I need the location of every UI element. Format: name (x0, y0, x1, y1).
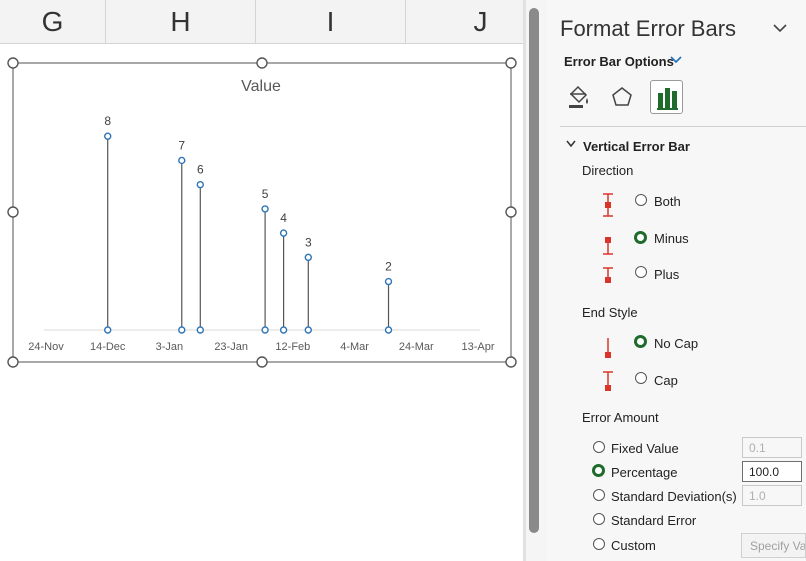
data-label[interactable]: 7 (178, 138, 185, 152)
pane-scrollbar[interactable] (529, 8, 539, 533)
pane-options-chevron-icon[interactable] (772, 20, 788, 38)
direction-plus-icon (603, 267, 613, 283)
end-style-label: End Style (582, 305, 638, 320)
error-bar-options-dropdown[interactable]: Error Bar Options (564, 54, 674, 69)
effects-tab[interactable] (606, 81, 638, 113)
direction-label: Direction (582, 163, 634, 178)
series-options-tab[interactable] (650, 80, 683, 114)
error-amount-label: Error Amount (582, 410, 659, 425)
x-tick-label[interactable]: 23-Jan (214, 341, 248, 353)
custom-radio[interactable] (593, 538, 605, 550)
direction-both-radio[interactable] (635, 194, 647, 206)
resize-handle-bottom-left[interactable] (7, 356, 19, 368)
x-tick-label[interactable]: 24-Nov (28, 341, 64, 353)
data-label[interactable]: 5 (262, 187, 269, 201)
chevron-down-icon[interactable] (670, 53, 682, 67)
data-label[interactable]: 4 (280, 211, 287, 225)
error-bar-end-handle[interactable] (279, 326, 288, 334)
data-point[interactable] (304, 253, 312, 262)
resize-handle-top-left[interactable] (7, 57, 19, 69)
cap-radio[interactable] (635, 372, 647, 384)
collapse-chevron-icon[interactable] (566, 139, 576, 151)
direction-plus-radio[interactable] (635, 266, 647, 278)
fill-line-tab[interactable] (563, 81, 595, 113)
percentage-label[interactable]: Percentage (611, 465, 678, 480)
x-tick-label[interactable]: 24-Mar (399, 341, 434, 353)
fixed-value-input[interactable]: 0.1 (742, 437, 802, 458)
x-tick-labels: 24-Nov 14-Dec 3-Jan 23-Jan 12-Feb 4-Mar 24-Mar… (28, 341, 495, 353)
error-bar-end-handle[interactable] (304, 326, 312, 334)
pane-title: Format Error Bars (560, 16, 737, 41)
error-bars (107, 136, 390, 330)
data-label[interactable]: 3 (305, 235, 312, 249)
standard-error-label[interactable]: Standard Error (611, 513, 697, 528)
cap-icon (603, 371, 613, 391)
direction-minus-label[interactable]: Minus (654, 231, 689, 246)
specify-value-button[interactable]: Specify Va (741, 533, 806, 558)
chart-area[interactable] (12, 62, 512, 363)
data-points (104, 132, 393, 334)
direction-minus-icon (603, 237, 613, 255)
resize-handle-bottom-right[interactable] (505, 356, 517, 368)
data-point[interactable] (104, 132, 112, 140)
fixed-value-radio[interactable] (593, 441, 605, 453)
resize-handle-left[interactable] (7, 206, 19, 218)
data-point[interactable] (196, 180, 204, 189)
pane-separator (560, 126, 806, 127)
column-header-g[interactable]: G (0, 0, 106, 44)
resize-handle-right[interactable] (505, 206, 517, 218)
no-cap-radio[interactable] (634, 335, 647, 348)
resize-handle-bottom[interactable] (256, 356, 268, 368)
standard-deviation-radio[interactable] (593, 489, 605, 501)
resize-handle-top[interactable] (256, 57, 268, 69)
percentage-radio[interactable] (592, 464, 605, 477)
vertical-error-bar-section[interactable]: Vertical Error Bar (583, 139, 690, 154)
pane-splitter[interactable] (523, 0, 526, 561)
error-bar-end-handle[interactable] (104, 326, 112, 334)
direction-both-icon (603, 193, 613, 217)
error-bar-end-handle[interactable] (261, 326, 269, 334)
error-bar-end-handle[interactable] (196, 326, 204, 334)
column-headers: G H I J (0, 0, 556, 44)
data-label[interactable]: 8 (104, 114, 111, 128)
error-bar-end-handle[interactable] (384, 326, 393, 334)
selection-handles (7, 57, 517, 368)
direction-both-label[interactable]: Both (654, 194, 681, 209)
data-label[interactable]: 6 (197, 163, 204, 177)
direction-minus-radio[interactable] (634, 231, 647, 244)
chart-title[interactable]: Value (241, 78, 281, 95)
standard-error-radio[interactable] (593, 513, 605, 525)
fill-line-icon (569, 85, 588, 108)
data-point[interactable] (178, 156, 186, 165)
fixed-value-label[interactable]: Fixed Value (611, 441, 679, 456)
data-point[interactable] (279, 229, 288, 237)
column-header-h[interactable]: H (106, 0, 256, 44)
direction-plus-label[interactable]: Plus (654, 267, 680, 282)
effects-icon (612, 87, 632, 106)
x-tick-label[interactable]: 12-Feb (275, 341, 310, 353)
standard-deviation-input[interactable]: 1.0 (742, 485, 802, 506)
x-tick-label[interactable]: 4-Mar (340, 341, 369, 353)
x-tick-label[interactable]: 3-Jan (156, 341, 184, 353)
column-header-i[interactable]: I (256, 0, 406, 44)
x-tick-label[interactable]: 13-Apr (461, 341, 494, 353)
no-cap-label[interactable]: No Cap (654, 336, 699, 351)
error-bar-end-handle[interactable] (178, 326, 186, 334)
data-point[interactable] (384, 277, 393, 286)
resize-handle-top-right[interactable] (505, 57, 517, 69)
cap-label[interactable]: Cap (654, 373, 678, 388)
data-point[interactable] (261, 205, 269, 213)
custom-label[interactable]: Custom (611, 538, 656, 553)
standard-deviation-label[interactable]: Standard Deviation(s) (611, 489, 737, 504)
no-cap-icon (605, 338, 611, 358)
data-label[interactable]: 2 (385, 260, 392, 274)
percentage-input[interactable]: 100.0 (742, 461, 802, 482)
series-options-icon (657, 88, 678, 110)
x-tick-label[interactable]: 14-Dec (90, 341, 126, 353)
